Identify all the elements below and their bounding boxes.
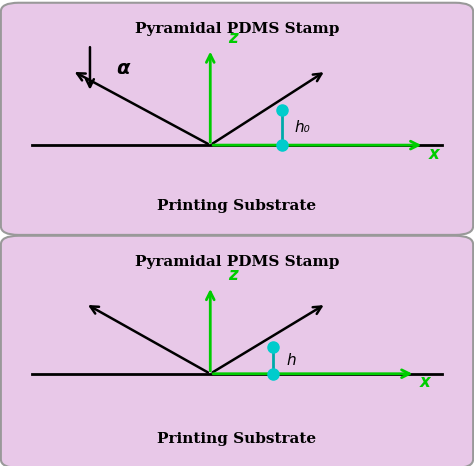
FancyBboxPatch shape	[1, 3, 473, 235]
Text: Printing Substrate: Printing Substrate	[157, 432, 317, 446]
Text: x: x	[428, 145, 439, 163]
Text: z: z	[228, 28, 238, 47]
Text: Printing Substrate: Printing Substrate	[157, 199, 317, 213]
Text: h: h	[286, 353, 296, 368]
Text: α: α	[117, 59, 130, 78]
Text: z: z	[228, 266, 238, 284]
Text: Pyramidal PDMS Stamp: Pyramidal PDMS Stamp	[135, 255, 339, 269]
Text: x: x	[419, 373, 430, 391]
Text: Pyramidal PDMS Stamp: Pyramidal PDMS Stamp	[135, 22, 339, 36]
FancyBboxPatch shape	[1, 236, 473, 466]
Text: h₀: h₀	[295, 120, 310, 135]
